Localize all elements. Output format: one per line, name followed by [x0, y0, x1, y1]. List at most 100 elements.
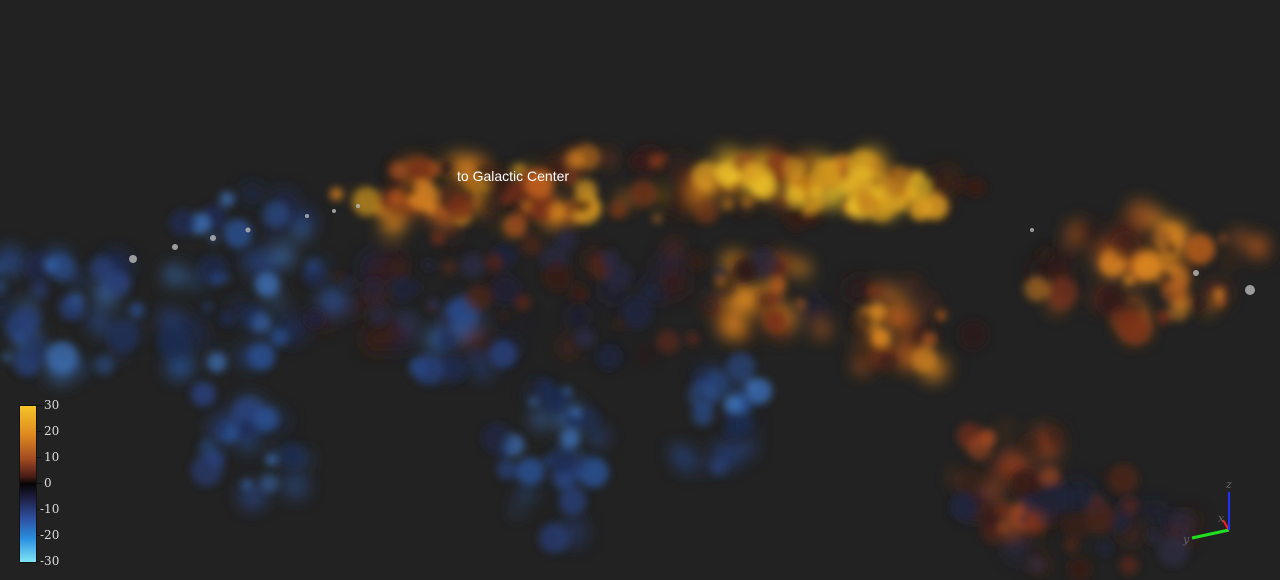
volume-voxel	[675, 449, 699, 473]
volume-voxel	[1104, 470, 1115, 481]
galactic-plane-marker	[305, 214, 309, 218]
volume-voxel	[1031, 535, 1043, 547]
volume-voxel	[721, 197, 735, 211]
volume-voxel	[1036, 507, 1055, 525]
galactic-plane-marker	[1030, 228, 1034, 232]
volume-voxel	[542, 261, 572, 292]
volume-voxel	[521, 200, 532, 211]
z-axis-label: z	[1225, 478, 1232, 491]
volume-voxel	[17, 307, 42, 332]
volume-voxel	[575, 328, 595, 348]
volume-voxel	[881, 306, 904, 328]
volume-voxel	[202, 302, 213, 312]
volume-voxel	[206, 352, 227, 373]
galactic-center-label: to Galactic Center	[457, 168, 570, 184]
volume-voxel	[564, 171, 579, 186]
volume-voxel	[565, 203, 577, 215]
volume-voxel	[958, 319, 989, 351]
volume-voxel	[1008, 546, 1025, 563]
volume-voxel	[485, 200, 500, 215]
volume-voxel	[242, 183, 262, 204]
volume-voxel	[94, 307, 105, 318]
volume-voxel	[1153, 222, 1185, 254]
volume-voxel	[241, 479, 252, 490]
volume-voxel	[1144, 499, 1162, 516]
volume-voxel	[305, 257, 321, 274]
volume-voxel	[710, 458, 727, 476]
volume-voxel	[688, 379, 719, 411]
galactic-plane-marker	[332, 209, 336, 213]
volume-voxel	[361, 327, 391, 356]
volume-voxel	[549, 203, 567, 221]
volume-voxel	[621, 297, 653, 329]
volume-voxel	[1119, 312, 1151, 344]
volume-voxel	[1146, 529, 1161, 545]
volume-voxel	[210, 272, 224, 286]
volume-voxel	[108, 324, 137, 352]
volume-voxel	[59, 294, 86, 321]
volume-voxel	[254, 272, 280, 297]
volume-voxel	[1156, 269, 1174, 287]
volume-voxel	[605, 262, 632, 290]
volume-voxel	[441, 259, 457, 275]
volume-voxel	[426, 303, 436, 313]
volume-voxel	[352, 186, 382, 217]
volume-voxel	[83, 310, 94, 321]
volume-voxel	[388, 275, 416, 302]
volume-voxel	[254, 407, 278, 431]
volume-voxel	[599, 151, 615, 167]
volume-voxel	[549, 448, 575, 473]
volume-voxel	[1230, 229, 1247, 246]
volume-voxel	[260, 473, 279, 493]
volume-voxel	[1024, 276, 1050, 302]
volume-voxel	[560, 429, 580, 449]
volume-voxel	[46, 341, 79, 374]
volume-voxel	[94, 354, 115, 376]
volume-voxel	[792, 258, 812, 279]
volume-voxel	[89, 256, 114, 280]
volume-voxel	[935, 309, 947, 321]
volume-voxel	[485, 254, 503, 272]
volume-voxel	[613, 316, 627, 331]
galactic-plane-marker	[356, 204, 360, 208]
volume-voxel	[164, 265, 185, 286]
volume-voxel	[1107, 464, 1139, 495]
volume-voxel	[496, 459, 518, 480]
volume-voxel	[531, 410, 550, 429]
volume-voxel	[466, 347, 487, 368]
volume-voxel	[1048, 427, 1063, 442]
volume-voxel	[282, 472, 309, 499]
volume-voxel	[656, 330, 680, 354]
volume-voxel	[965, 177, 986, 198]
volume-voxel	[1225, 255, 1236, 266]
volume-voxel	[413, 354, 444, 386]
volume-voxel	[251, 313, 272, 333]
volume-voxel	[953, 179, 966, 192]
volume-voxel	[198, 439, 217, 458]
volume-voxel	[442, 355, 468, 382]
colorbar-label: -10	[40, 502, 60, 516]
volume-voxel	[1064, 538, 1079, 553]
volume-voxel	[237, 248, 249, 260]
volume-voxel	[30, 280, 50, 300]
volume-voxel	[237, 419, 257, 439]
volume-voxel	[909, 198, 932, 221]
volume-voxel	[191, 454, 223, 487]
volume-voxel	[190, 381, 216, 407]
volume-voxel	[967, 435, 992, 461]
y-axis-label: y	[1182, 533, 1190, 546]
volume-voxel	[306, 309, 324, 328]
galactic-plane-marker	[172, 244, 178, 250]
volume-voxel	[1067, 557, 1092, 580]
volume-voxel	[345, 300, 362, 317]
volume-voxel	[726, 352, 756, 382]
volume-voxel	[1121, 497, 1139, 515]
volume-voxel	[541, 386, 570, 415]
volume-voxel	[369, 261, 387, 279]
volume-voxel	[639, 349, 651, 361]
volume-voxel	[1047, 277, 1079, 309]
volume-voxel	[649, 154, 663, 168]
volume-voxel	[0, 279, 7, 295]
